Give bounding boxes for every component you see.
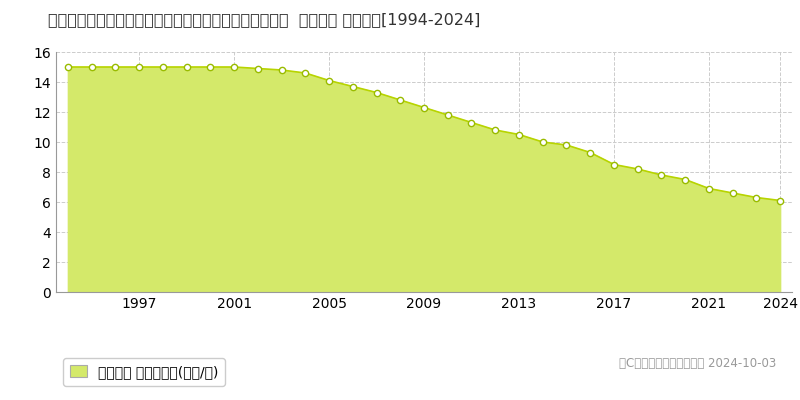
Legend: 公示地価 平均坪単価(万円/坪): 公示地価 平均坪単価(万円/坪) xyxy=(63,358,225,386)
Text: （C）土地価格ドットコム 2024-10-03: （C）土地価格ドットコム 2024-10-03 xyxy=(618,357,776,370)
Text: 和歌山県日高郡由良町大字阿戸字木場坪１００１番１８  公示地価 地価推移[1994-2024]: 和歌山県日高郡由良町大字阿戸字木場坪１００１番１８ 公示地価 地価推移[1994… xyxy=(48,12,480,27)
